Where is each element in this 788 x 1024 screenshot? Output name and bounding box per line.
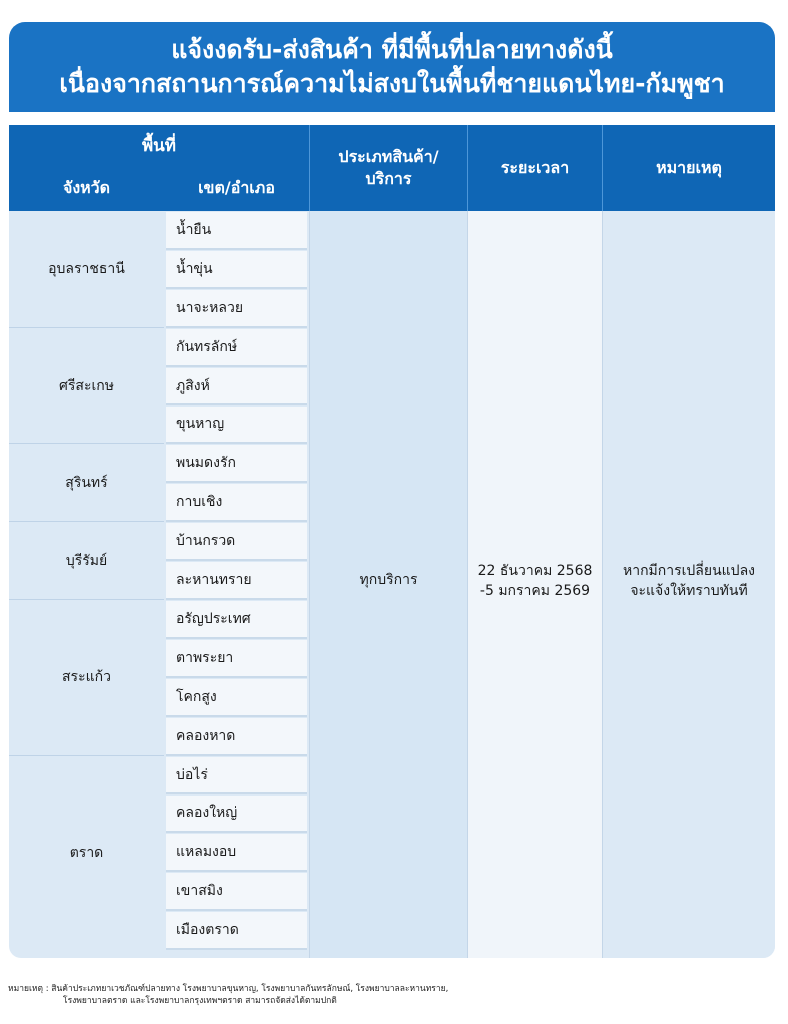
period-cell: 22 ธันวาคม 2568 -5 มกราคม 2569 <box>468 561 602 601</box>
province-cell: ตราด <box>69 844 104 861</box>
period-column <box>468 211 602 958</box>
district-cell: คลองใหญ่ <box>166 795 307 834</box>
district-cell: บ่อไร่ <box>166 756 307 795</box>
province-cell: ศรีสะเกษ <box>9 328 164 445</box>
header-district: เขต/อำเภอ <box>164 166 309 211</box>
province-cell: สุรินทร์ <box>9 444 164 523</box>
column-divider <box>602 211 603 958</box>
footnote: หมายเหตุ : สินค้าประเภทยาเวชภัณฑ์ปลายทาง… <box>8 983 448 1007</box>
remark-cell: หากมีการเปลี่ยนแปลง จะแจ้งให้ทราบทันที <box>603 561 775 601</box>
header-divider <box>602 125 603 211</box>
district-cell: ละหานทราย <box>166 562 307 600</box>
district-cell: กาบเชิง <box>166 484 307 523</box>
district-cell: น้ำยืน <box>166 212 307 250</box>
district-cell: ขุนหาญ <box>166 406 307 445</box>
title-line-1: แจ้งงดรับ-ส่งสินค้า ที่มีพื้นที่ปลายทางด… <box>171 35 613 64</box>
header-province: จังหวัด <box>9 166 164 211</box>
province-cell: อุบลราชธานี <box>9 211 164 328</box>
footnote-line-2: โรงพยาบาลตราด และโรงพยาบาลกรุงเทพฯตราด ส… <box>63 996 337 1006</box>
district-cell: เมืองตราด <box>166 912 307 951</box>
service-type-column <box>310 211 467 958</box>
header-period: ระยะเวลา <box>468 125 602 211</box>
district-cell: ภูสิงห์ <box>166 367 307 406</box>
district-cell: พนมดงรัก <box>166 445 307 484</box>
title-banner: แจ้งงดรับ-ส่งสินค้า ที่มีพื้นที่ปลายทางด… <box>9 22 775 112</box>
header-divider <box>467 125 468 211</box>
district-cell: น้ำขุ่น <box>166 250 307 289</box>
remark-line-2: จะแจ้งให้ทราบทันที <box>630 583 748 599</box>
province-cell: สระแก้ว <box>9 600 164 756</box>
title-line-2: เนื่องจากสถานการณ์ความไม่สงบในพื้นที่ชาย… <box>59 69 725 98</box>
district-cell: นาจะหลวย <box>166 289 307 328</box>
province-cell: บุรีรัมย์ <box>9 522 164 600</box>
period-line-2: -5 มกราคม 2569 <box>479 583 591 599</box>
header-area: พื้นที่ <box>9 125 309 167</box>
remark-column <box>603 211 775 958</box>
district-cell: เขาสมิง <box>166 873 307 912</box>
district-cell: บ้านกรวด <box>166 523 307 562</box>
district-cell: แหลมงอบ <box>166 834 307 873</box>
district-cell: กันทรลักษ์ <box>166 328 307 367</box>
district-cell: อรัญประเทศ <box>166 601 307 639</box>
remark-line-1: หากมีการเปลี่ยนแปลง <box>622 563 755 579</box>
header-service-type-label: ประเภทสินค้า/ บริการ <box>338 147 439 188</box>
column-divider <box>309 211 310 958</box>
header-divider <box>309 125 310 211</box>
footnote-line-1: หมายเหตุ : สินค้าประเภทยาเวชภัณฑ์ปลายทาง… <box>8 984 449 994</box>
header-remark: หมายเหตุ <box>603 125 775 211</box>
header-service-type: ประเภทสินค้า/ บริการ <box>310 125 467 211</box>
district-cell: โคกสูง <box>166 678 307 717</box>
service-type-cell: ทุกบริการ <box>359 572 418 588</box>
district-cell: คลองหาด <box>166 717 307 756</box>
district-cell: ตาพระยา <box>166 639 307 678</box>
period-line-1: 22 ธันวาคม 2568 <box>477 563 593 579</box>
column-divider <box>467 211 468 958</box>
